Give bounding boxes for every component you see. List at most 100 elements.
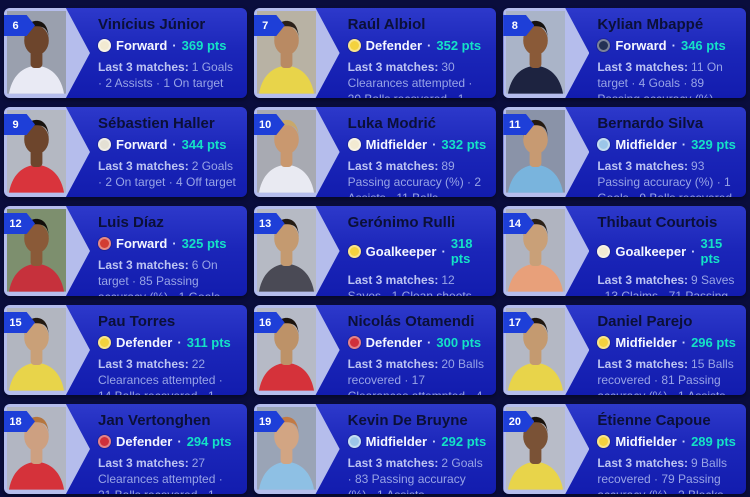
- player-points: 344 pts: [181, 137, 227, 152]
- stats-values: 22 Clearances attempted · 14 Balls recov…: [98, 357, 223, 395]
- rank-badge: 11: [503, 114, 535, 135]
- player-card[interactable]: 12 Luis Díaz Forward · 325 pts Last 3 ma…: [4, 206, 247, 296]
- player-meta: Forward · 346 pts: [597, 38, 737, 53]
- stats-values: 30 Clearances attempted · 20 Balls recov…: [347, 60, 473, 98]
- jersey-shape: [8, 165, 65, 193]
- player-position: Midfielder: [365, 434, 428, 449]
- player-card[interactable]: 6 Vinícius Júnior Forward · 369 pts Last…: [4, 8, 247, 98]
- stats-values: 15 Balls recovered · 81 Passing accuracy…: [597, 357, 734, 395]
- meta-separator: ·: [177, 335, 182, 350]
- player-photo: [7, 308, 66, 391]
- player-card[interactable]: 14 Thibaut Courtois Goalkeeper · 315 pts…: [503, 206, 746, 296]
- player-card[interactable]: 15 Pau Torres Defender · 311 pts Last 3 …: [4, 305, 247, 395]
- jersey-shape: [8, 363, 65, 391]
- player-meta: Forward · 369 pts: [98, 38, 238, 53]
- player-card[interactable]: 19 Kevin De Bruyne Midfielder · 292 pts …: [253, 404, 497, 494]
- player-card[interactable]: 18 Jan Vertonghen Defender · 294 pts Las…: [4, 404, 247, 494]
- head-shape: [273, 124, 299, 155]
- rank-badge: 14: [503, 213, 535, 234]
- stats-values: 9 Balls recovered · 79 Passing accuracy …: [597, 456, 728, 494]
- meta-separator: ·: [172, 137, 177, 152]
- player-name: Vinícius Júnior: [98, 16, 206, 33]
- player-position: Goalkeeper: [365, 243, 437, 259]
- player-info: Kylian Mbappé Forward · 346 pts Last 3 m…: [597, 16, 737, 98]
- player-card[interactable]: 13 Gerónimo Rulli Goalkeeper · 318 pts L…: [253, 206, 497, 296]
- stats-values: 27 Clearances attempted · 21 Balls recov…: [98, 456, 223, 494]
- jersey-shape: [8, 264, 65, 292]
- stats-label: Last 3 matches:: [347, 357, 439, 371]
- player-name: Pau Torres: [98, 313, 176, 330]
- player-position: Defender: [365, 335, 423, 350]
- player-stats: Last 3 matches: 11 On target · 4 Goals · …: [597, 59, 737, 98]
- head-shape: [523, 322, 549, 353]
- player-meta: Forward · 325 pts: [98, 236, 238, 251]
- head-shape: [24, 25, 49, 56]
- player-meta: Forward · 344 pts: [98, 137, 238, 152]
- stats-values: 11 On target · 4 Goals · 89 Passing accu…: [597, 60, 723, 98]
- player-stats: Last 3 matches: 93 Passing accuracy (%) ·…: [597, 158, 737, 197]
- head-shape: [523, 421, 549, 452]
- player-meta: Defender · 352 pts: [347, 38, 488, 53]
- player-position: Forward: [615, 38, 667, 53]
- stats-label: Last 3 matches:: [347, 60, 439, 74]
- benfica-crest: [347, 336, 361, 349]
- player-points: 315 pts: [700, 236, 723, 266]
- player-stats: Last 3 matches: 9 Balls recovered · 79 Pa…: [597, 455, 737, 494]
- rank-badge: 19: [253, 411, 285, 432]
- player-stats: Last 3 matches:20 Balls recovered · 17 C…: [348, 356, 488, 395]
- stats-values: 2 Goals · 2 On target · 4 Off target: [98, 159, 236, 189]
- real-madrid-crest: [347, 138, 361, 151]
- meta-separator: ·: [441, 243, 446, 259]
- player-position: Defender: [116, 434, 173, 449]
- stats-label: Last 3 matches:: [98, 258, 189, 272]
- player-points: 369 pts: [181, 38, 227, 53]
- stats-values: 2 Goals · 83 Passing accuracy (%) · 1 As…: [347, 456, 483, 494]
- player-points: 289 pts: [691, 434, 736, 449]
- player-card[interactable]: 17 Daniel Parejo Midfielder · 296 pts La…: [503, 305, 746, 395]
- villarreal-crest: [597, 435, 611, 448]
- player-name: Jan Vertonghen: [98, 412, 211, 429]
- stats-values: 93 Passing accuracy (%) · 1 Goals · 9 Ba…: [597, 159, 732, 197]
- player-card[interactable]: 9 Sébastien Haller Forward · 344 pts Las…: [4, 107, 247, 197]
- player-stats: Last 3 matches: 6 On target · 85 Passing …: [98, 257, 238, 296]
- rank-badge: 15: [4, 312, 35, 333]
- player-info: Bernardo Silva Midfielder · 329 pts Last…: [597, 115, 737, 197]
- player-info: Jan Vertonghen Defender · 294 pts Last 3…: [98, 412, 238, 494]
- jersey-shape: [508, 264, 564, 292]
- liverpool-crest: [98, 237, 111, 250]
- stats-values: 6 On target · 85 Passing accuracy (%) · …: [98, 258, 220, 296]
- player-meta: Defender · 300 pts: [347, 335, 488, 350]
- player-name: Thibaut Courtois: [597, 214, 718, 231]
- stats-label: Last 3 matches:: [347, 273, 439, 287]
- player-position: Midfielder: [615, 137, 677, 152]
- player-card[interactable]: 7 Raúl Albiol Defender · 352 pts Last 3 …: [253, 8, 497, 98]
- benfica-crest: [98, 435, 111, 448]
- player-card[interactable]: 20 Étienne Capoue Midfielder · 289 pts L…: [503, 404, 746, 494]
- stats-label: Last 3 matches:: [597, 159, 689, 173]
- player-name: Kevin De Bruyne: [347, 412, 468, 429]
- meta-separator: ·: [427, 38, 432, 53]
- player-position: Defender: [116, 335, 173, 350]
- meta-separator: ·: [691, 243, 696, 259]
- jersey-shape: [508, 462, 564, 490]
- head-shape: [523, 223, 549, 254]
- meta-separator: ·: [432, 137, 437, 152]
- player-card[interactable]: 11 Bernardo Silva Midfielder · 329 pts L…: [503, 107, 746, 197]
- player-card[interactable]: 16 Nicolás Otamendi Defender · 300 pts L…: [253, 305, 497, 395]
- rank-badge: 18: [4, 411, 35, 432]
- player-points: 329 pts: [691, 137, 736, 152]
- player-name: Bernardo Silva: [597, 115, 704, 132]
- player-meta: Goalkeeper · 315 pts: [597, 236, 737, 266]
- head-shape: [273, 25, 299, 56]
- rank-badge: 9: [4, 114, 35, 135]
- player-meta: Defender · 311 pts: [98, 335, 238, 350]
- player-points: 296 pts: [691, 335, 736, 350]
- meta-separator: ·: [172, 236, 177, 251]
- player-info: Nicolás Otamendi Defender · 300 pts Last…: [347, 313, 488, 395]
- meta-separator: ·: [681, 434, 687, 449]
- stats-label: Last 3 matches:: [597, 273, 689, 287]
- head-shape: [273, 322, 299, 353]
- player-photo: [256, 308, 316, 391]
- player-card[interactable]: 8 Kylian Mbappé Forward · 346 pts Last 3…: [503, 8, 746, 98]
- player-card[interactable]: 10 Luka Modrić Midfielder · 332 pts Last…: [253, 107, 497, 197]
